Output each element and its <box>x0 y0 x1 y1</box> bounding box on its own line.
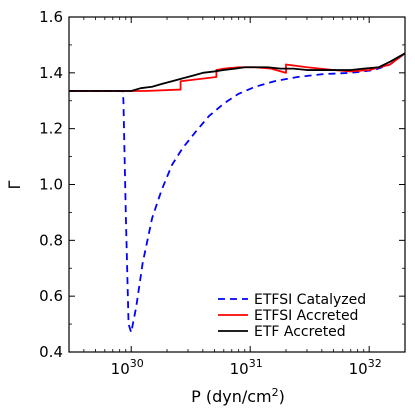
y-tick-label-5: 1.4 <box>39 64 63 82</box>
x-tick-label-2: 1032 <box>349 357 382 378</box>
x-tick-label-0: 1030 <box>111 357 144 378</box>
y-tick-label-0: 0.4 <box>39 343 63 361</box>
legend-label-0: ETFSI Catalyzed <box>254 292 366 308</box>
y-tick-label-4: 1.2 <box>39 120 63 138</box>
tick-labels-layer: 0.4 0.6 0.8 1.0 1.2 1.4 1.6 1030 1031 1032 <box>39 8 382 378</box>
y-tick-label-6: 1.6 <box>39 8 63 26</box>
y-tick-label-3: 1.0 <box>39 176 63 194</box>
legend-label-1: ETFSI Accreted <box>254 308 358 324</box>
legend-label-2: ETF Accreted <box>254 324 346 340</box>
y-axis-label: Γ <box>5 180 24 189</box>
x-axis-label-close: ) <box>279 387 285 406</box>
series-line-etf-accreted <box>69 52 405 92</box>
plot-frame <box>68 16 406 353</box>
y-tick-label-2: 0.8 <box>39 231 63 249</box>
x-axis-label-superscript: 2 <box>272 386 279 399</box>
series-layer <box>69 52 405 334</box>
x-axis-label: P (dyn/cm2) <box>191 386 285 406</box>
series-line-etfsi-catalyzed <box>69 52 405 334</box>
x-tick-label-1: 1031 <box>230 357 263 378</box>
y-tick-label-1: 0.6 <box>39 287 63 305</box>
